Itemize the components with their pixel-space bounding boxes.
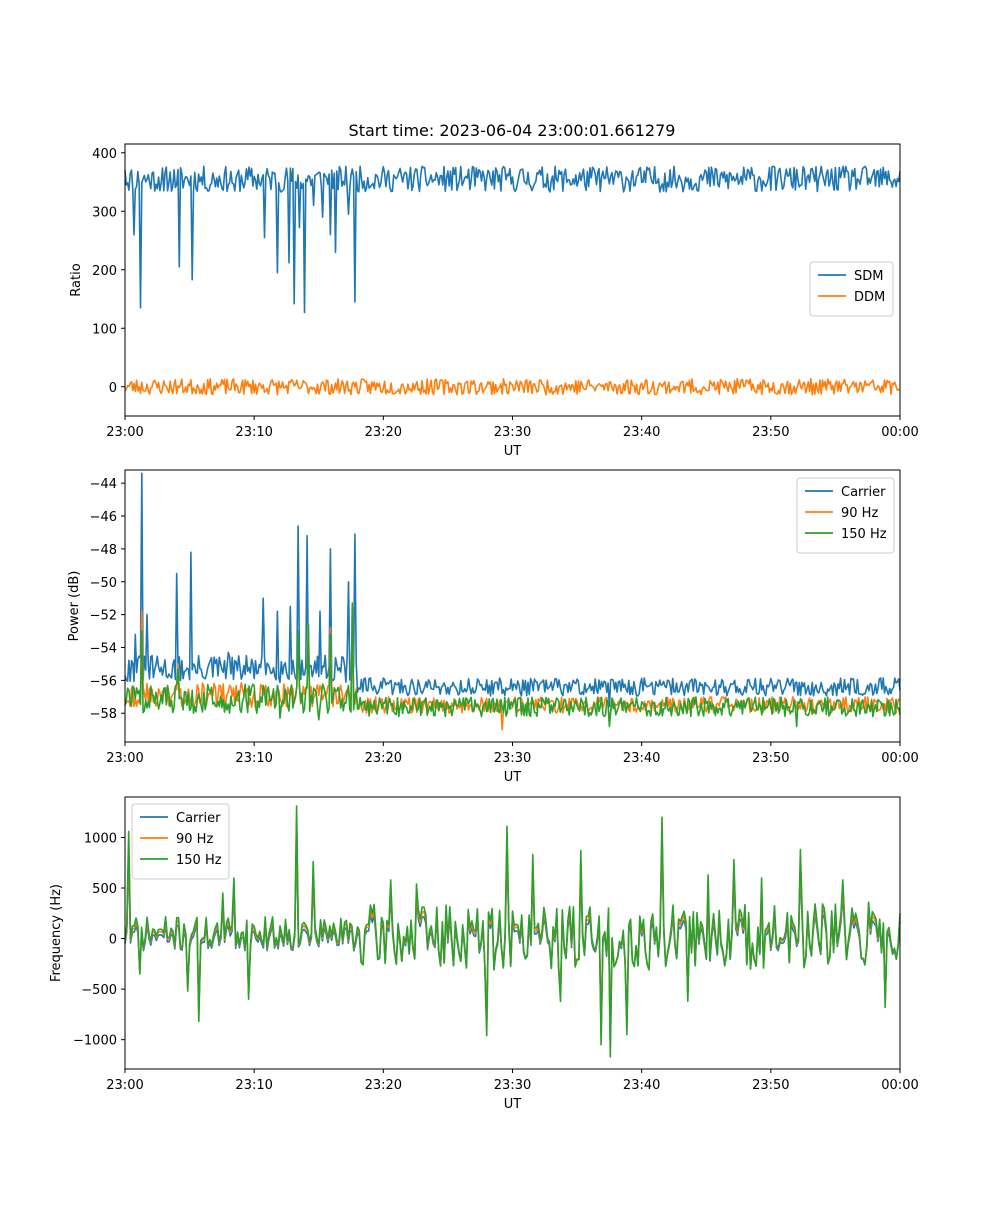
x-tick-label: 23:50 <box>752 751 789 766</box>
y-axis-label: Ratio <box>69 263 84 296</box>
legend-2: Carrier 90 Hz 150 Hz <box>796 477 895 554</box>
y-tick-label: 400 <box>92 147 117 162</box>
axes-frame <box>124 469 901 743</box>
x-tick-label: 23:00 <box>106 425 143 440</box>
y-tick-label: −48 <box>90 543 117 558</box>
legend-label: 150 Hz <box>841 527 887 542</box>
legend-label: Carrier <box>841 485 886 500</box>
x-tick-label: 23:30 <box>494 425 531 440</box>
y-tick-label: 500 <box>92 882 117 897</box>
x-tick-label: 00:00 <box>881 1078 918 1093</box>
y-axis-label: Frequency (Hz) <box>49 884 64 982</box>
y-axis-label: Power (dB) <box>67 571 82 642</box>
figure-title: Start time: 2023-06-04 23:00:01.661279 <box>349 121 676 140</box>
y-tick-label: −54 <box>90 641 117 656</box>
series-line-150-hz <box>124 805 901 1058</box>
legend-label: 90 Hz <box>841 506 878 521</box>
y-tick-label: 200 <box>92 264 117 279</box>
x-tick-label: 23:00 <box>106 1078 143 1093</box>
legend-label: DDM <box>854 290 885 305</box>
y-tick-label: 300 <box>92 205 117 220</box>
x-tick-label: 23:20 <box>365 425 402 440</box>
x-tick-label: 23:40 <box>623 425 660 440</box>
x-tick-label: 23:10 <box>235 751 272 766</box>
legend-label: 150 Hz <box>176 853 222 868</box>
x-tick-label: 23:40 <box>623 1078 660 1093</box>
series-line-carrier <box>124 472 901 708</box>
series-line-sdm <box>124 165 901 314</box>
y-tick-label: −56 <box>90 674 117 689</box>
legend-box <box>796 477 895 554</box>
x-tick-label: 23:10 <box>235 425 272 440</box>
x-tick-label: 23:50 <box>752 425 789 440</box>
series-line-150-hz <box>124 602 901 728</box>
legend-1: SDM DDM <box>809 261 894 317</box>
axes-3: 23:00 23:10 23:20 23:30 23:40 23:50 00:00 1000 5… <box>49 831 919 1112</box>
x-tick-label: 23:20 <box>365 1078 402 1093</box>
y-tick-label: 0 <box>109 933 117 948</box>
y-tick-label: 100 <box>92 322 117 337</box>
legend-label: SDM <box>854 269 883 284</box>
legend-3: Carrier 90 Hz 150 Hz <box>131 803 230 880</box>
x-tick-label: 23:40 <box>623 751 660 766</box>
x-tick-label: 00:00 <box>881 425 918 440</box>
axes-2: 23:00 23:10 23:20 23:30 23:40 23:50 00:00 −44 −4… <box>67 477 919 785</box>
series-line-ddm <box>124 377 901 396</box>
x-tick-label: 23:20 <box>365 751 402 766</box>
x-axis-label: UT <box>504 770 522 785</box>
axes-frame <box>124 143 901 417</box>
x-tick-label: 23:00 <box>106 751 143 766</box>
axes-frame <box>124 796 901 1070</box>
x-tick-label: 23:30 <box>494 1078 531 1093</box>
x-tick-label: 00:00 <box>881 751 918 766</box>
y-tick-label: −58 <box>90 707 117 722</box>
x-tick-label: 23:10 <box>235 1078 272 1093</box>
y-tick-label: −50 <box>90 576 117 591</box>
y-tick-label: 1000 <box>84 831 117 846</box>
y-tick-label: −500 <box>81 983 117 998</box>
axes-1: 23:00 23:10 23:20 23:30 23:40 23:50 00:00 0 100 2… <box>69 147 919 459</box>
legend-label: Carrier <box>176 811 221 826</box>
y-tick-label: −46 <box>90 510 117 525</box>
legend-box <box>131 803 230 880</box>
x-axis-label: UT <box>504 1097 522 1112</box>
y-tick-label: −44 <box>90 477 117 492</box>
x-axis-label: UT <box>504 444 522 459</box>
x-tick-label: 23:30 <box>494 751 531 766</box>
legend-label: 90 Hz <box>176 832 213 847</box>
y-tick-label: 0 <box>109 381 117 396</box>
y-tick-label: −52 <box>90 609 117 624</box>
y-tick-label: −1000 <box>73 1034 117 1049</box>
x-tick-label: 23:50 <box>752 1078 789 1093</box>
